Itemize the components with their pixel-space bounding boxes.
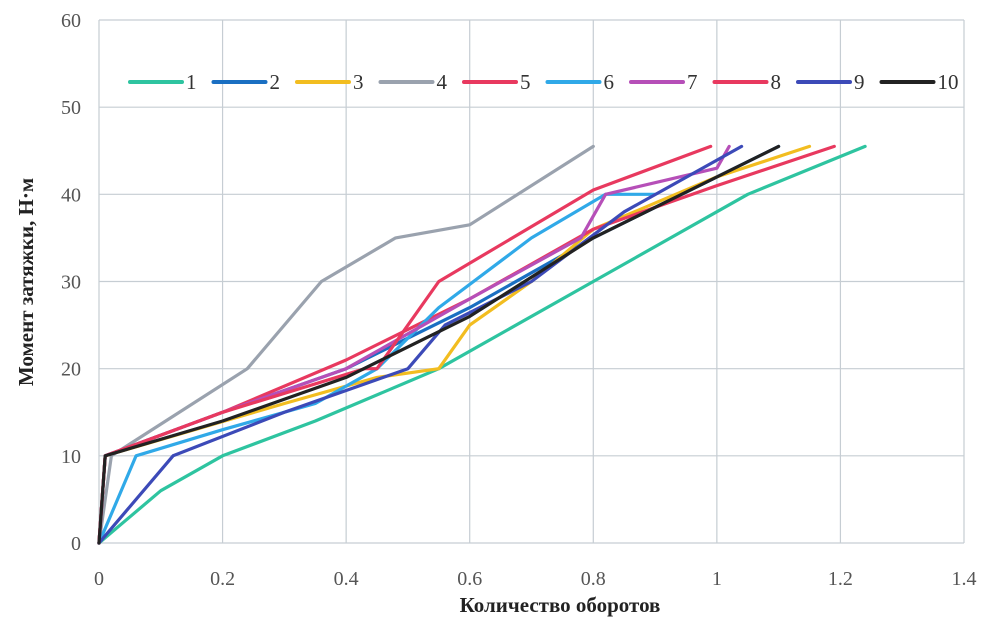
- legend-label-2: 2: [270, 70, 281, 94]
- legend-label-10: 10: [938, 70, 959, 94]
- series-line-1: [97, 144, 867, 545]
- x-tick-label: 1.2: [828, 568, 853, 590]
- legend-label-5: 5: [520, 70, 531, 94]
- y-tick-label: 0: [71, 533, 81, 555]
- y-tick-label: 10: [61, 446, 81, 468]
- series-line-9: [97, 144, 744, 545]
- x-tick-label: 1.4: [952, 568, 977, 590]
- legend-label-6: 6: [604, 70, 615, 94]
- series-line-4: [97, 144, 595, 545]
- legend-label-1: 1: [186, 70, 197, 94]
- series-line-10: [97, 144, 781, 545]
- y-tick-label: 40: [61, 184, 81, 206]
- y-tick-label: 20: [61, 359, 81, 381]
- legend-label-4: 4: [437, 70, 448, 94]
- legend-label-3: 3: [353, 70, 364, 94]
- y-tick-label: 60: [61, 10, 81, 32]
- x-tick-label: 0.8: [581, 568, 606, 590]
- legend: 1 2 3 4 5 6 7 8 9 10: [128, 70, 959, 94]
- series-lines: [97, 144, 867, 545]
- tick-labels: 0 0.2 0.4 0.6 0.8 1 1.2 1.4 0 10 20 30 40 50 60: [61, 10, 977, 590]
- x-tick-label: 0: [94, 568, 104, 590]
- legend-label-8: 8: [771, 70, 782, 94]
- y-axis-title: Момент затяжки, Н·м: [14, 178, 38, 386]
- x-axis-title: Количество оборотов: [460, 593, 661, 617]
- y-tick-label: 50: [61, 97, 81, 119]
- x-tick-label: 0.6: [457, 568, 482, 590]
- x-tick-label: 0.4: [334, 568, 359, 590]
- legend-label-7: 7: [687, 70, 698, 94]
- grid: [98, 19, 965, 544]
- x-tick-label: 1: [712, 568, 722, 590]
- x-tick-label: 0.2: [210, 568, 235, 590]
- legend-label-9: 9: [854, 70, 865, 94]
- y-tick-label: 30: [61, 272, 81, 294]
